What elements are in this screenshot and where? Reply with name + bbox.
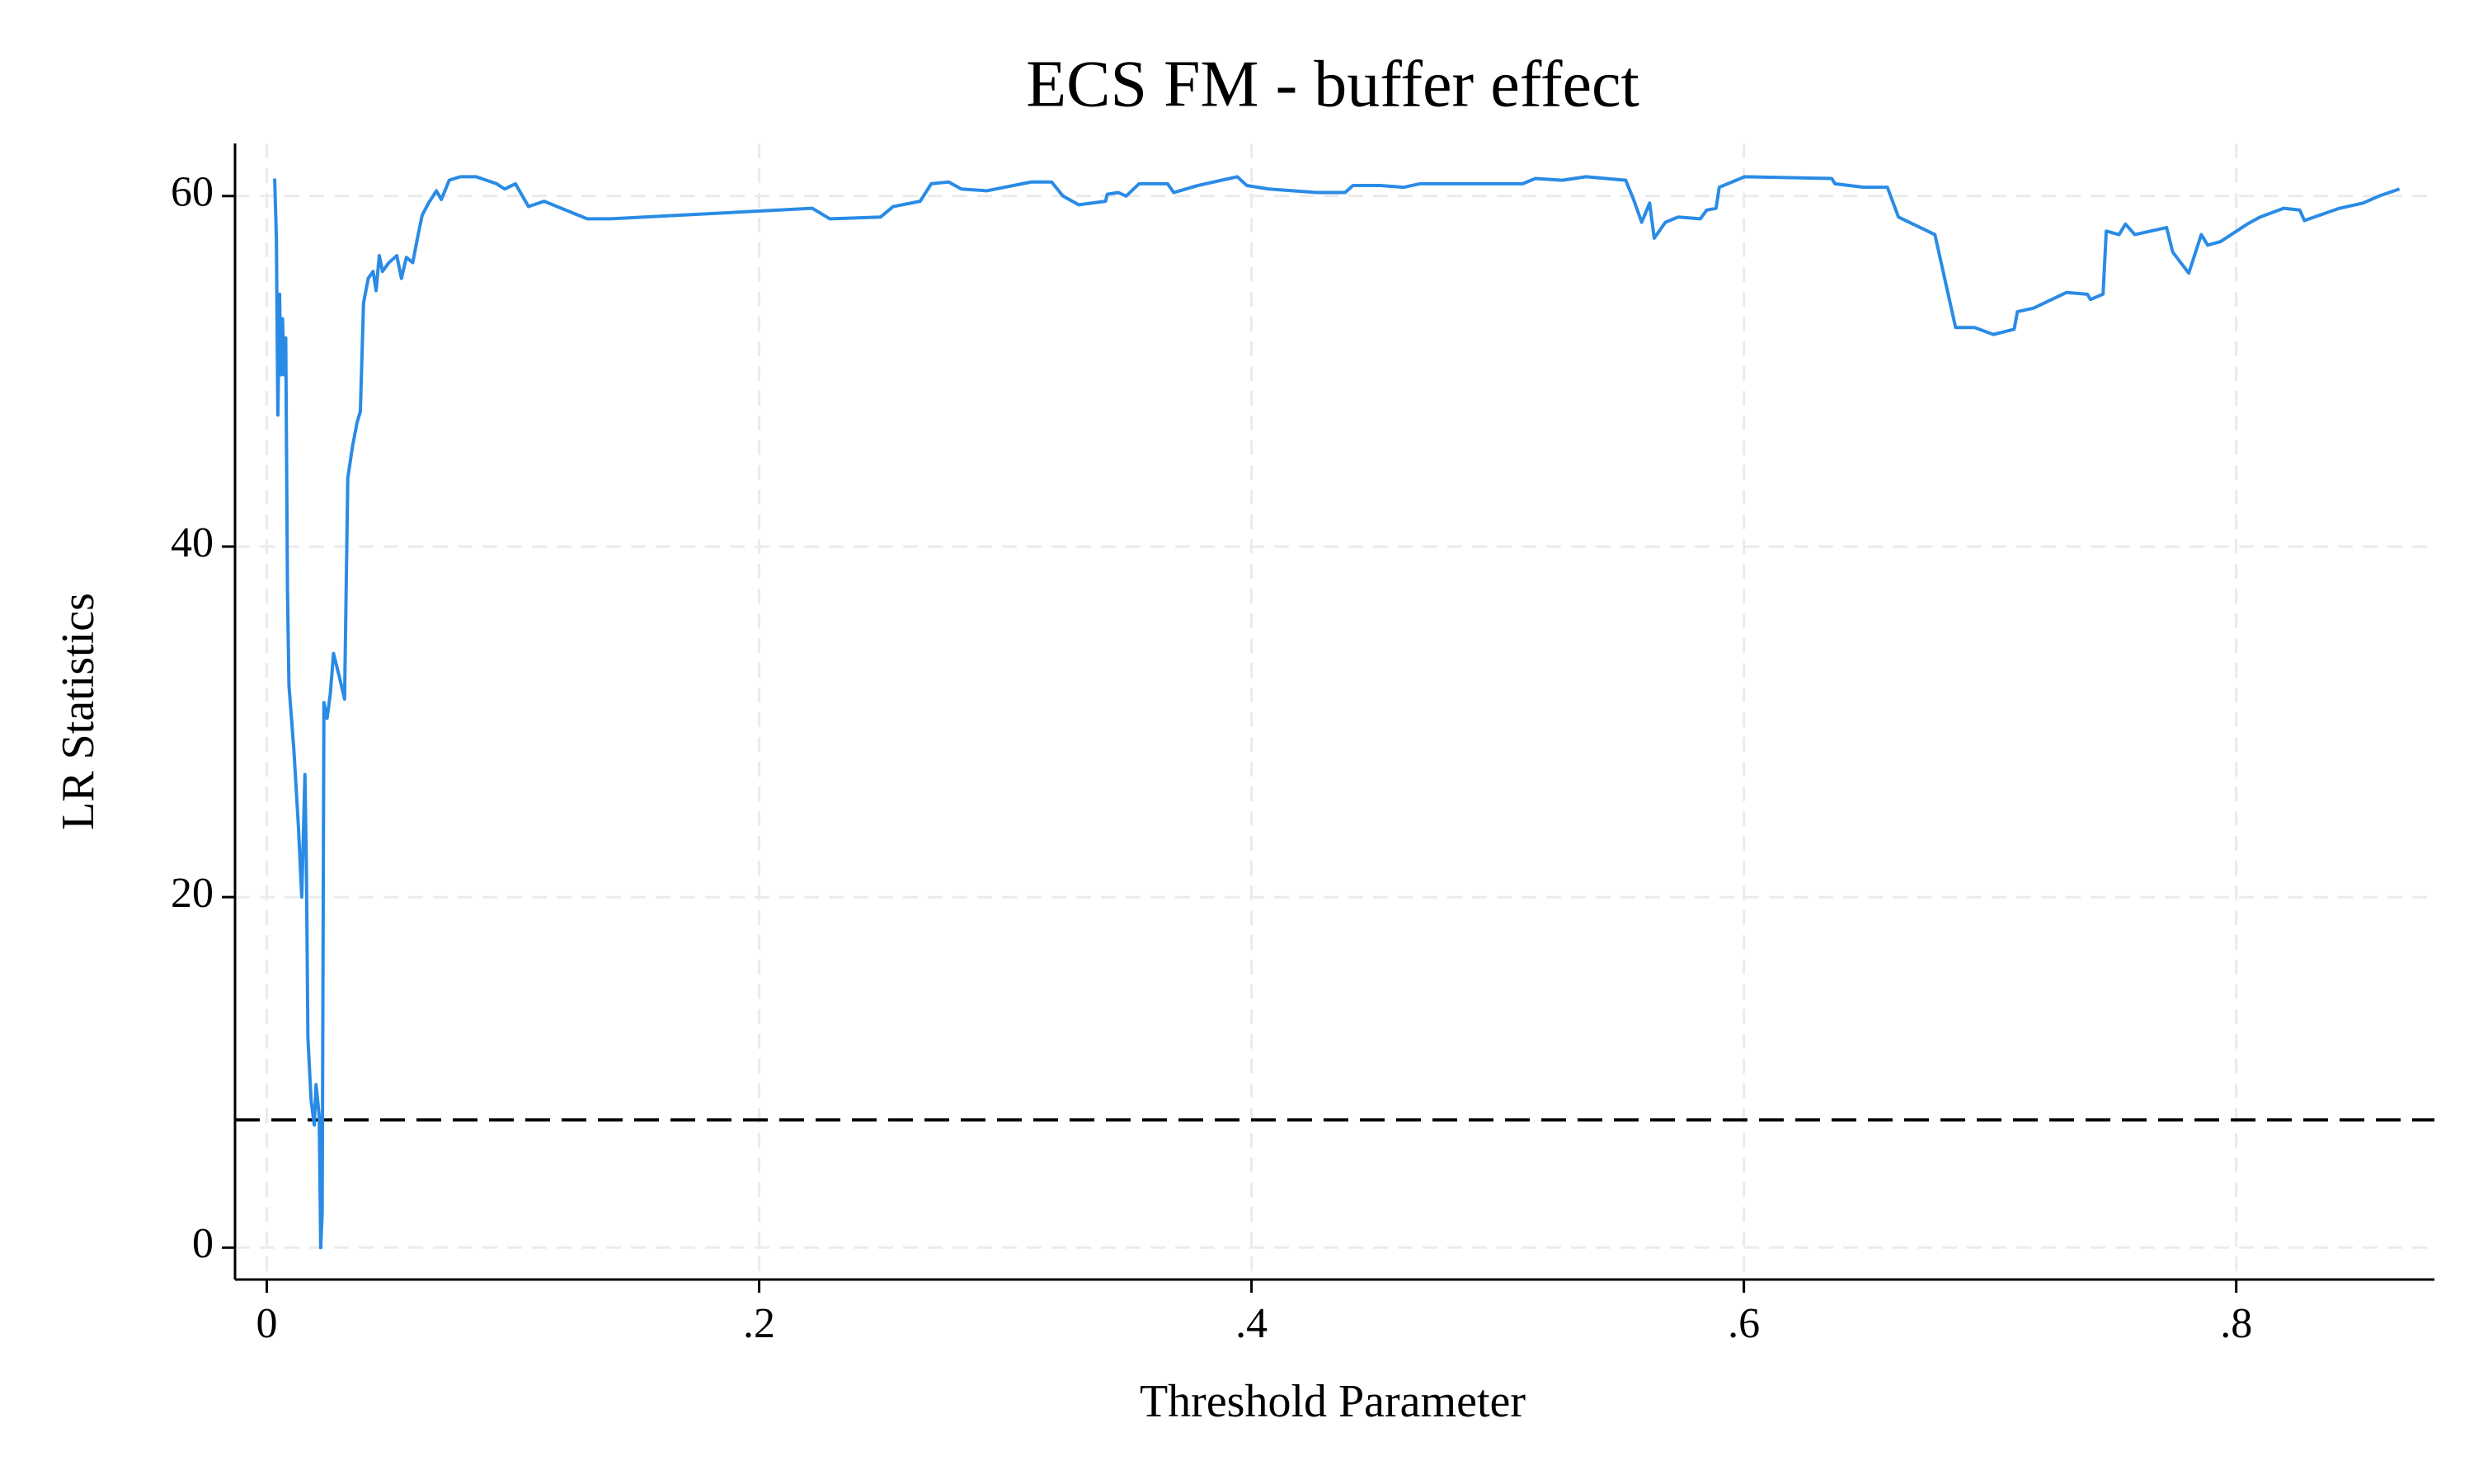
x-tick-label: .8: [2220, 1300, 2252, 1347]
data-line: [273, 175, 2401, 1250]
x-axis-label: Threshold Parameter: [1140, 1376, 1526, 1427]
chart-title: ECS FM - buffer effect: [1026, 48, 1639, 120]
y-tick-label: 40: [171, 519, 214, 566]
y-tick-label: 60: [171, 169, 214, 216]
y-axis-label: LR Statistics: [53, 593, 104, 830]
y-tick-label: 20: [171, 870, 214, 917]
x-tick-label: 0: [256, 1300, 278, 1347]
x-tick-label: .4: [1235, 1300, 1268, 1347]
x-tick-label: .2: [743, 1300, 775, 1347]
y-tick-label: 0: [192, 1220, 214, 1267]
x-tick-label: .6: [1728, 1300, 1760, 1347]
